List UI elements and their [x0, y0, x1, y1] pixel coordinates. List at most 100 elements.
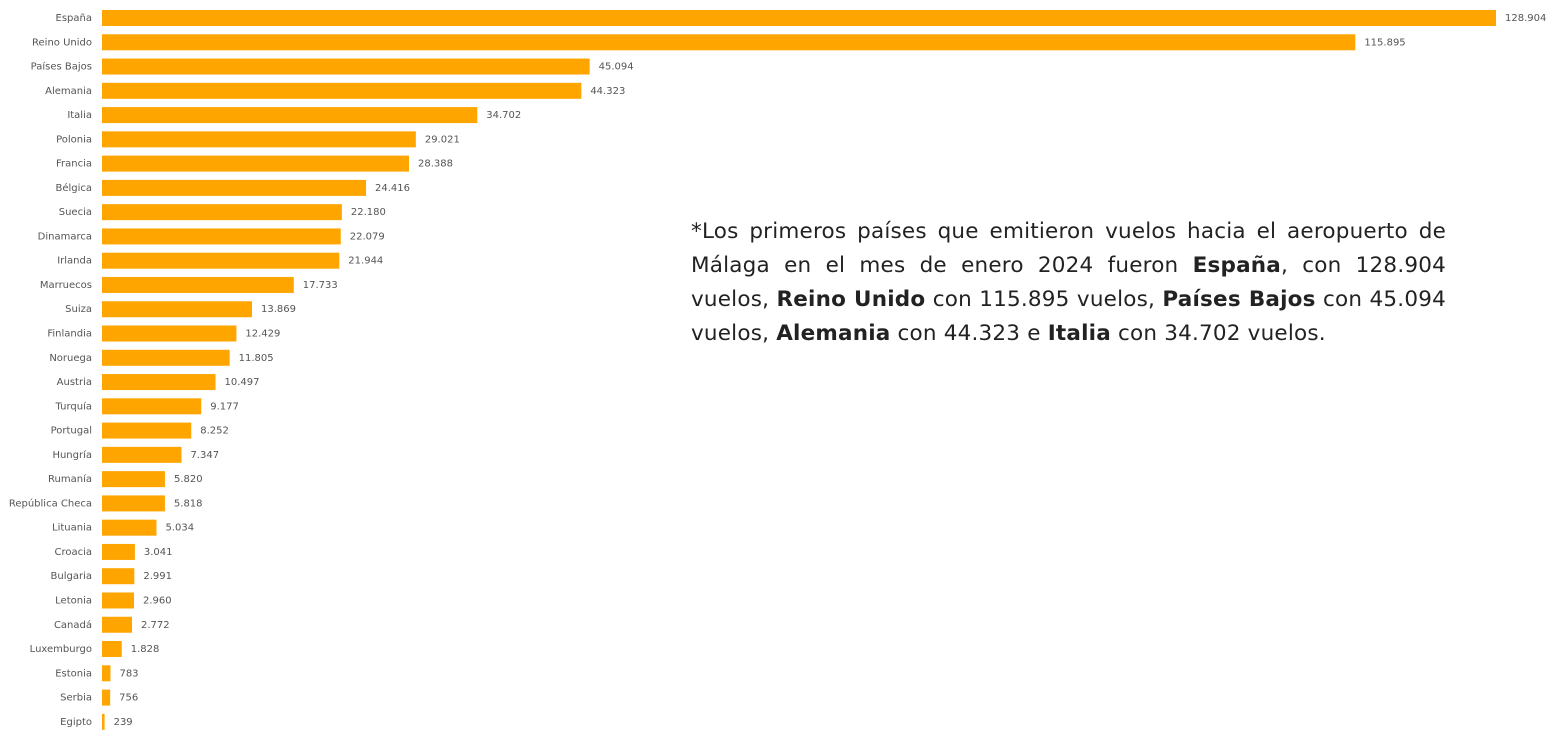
value-label: 22.079 [350, 231, 385, 242]
bar [102, 713, 105, 730]
category-label: Serbia [60, 693, 92, 704]
value-label: 9.177 [210, 401, 239, 412]
category-label: Reino Unido [32, 37, 92, 48]
category-label: Egipto [60, 717, 92, 728]
category-label: Bulgaria [51, 571, 92, 582]
annotation-text: *Los primeros países que emitieron vuelo… [691, 219, 1446, 278]
category-label: Lituania [52, 523, 92, 534]
category-label: Dinamarca [38, 231, 92, 242]
value-label: 12.429 [245, 329, 280, 340]
bar [102, 616, 132, 633]
bar [102, 179, 367, 196]
value-label: 783 [119, 668, 138, 679]
category-label: Francia [56, 159, 92, 170]
category-label: Estonia [55, 668, 92, 679]
value-label: 13.869 [261, 304, 296, 315]
annotation-text: con 34.702 vuelos. [1110, 321, 1326, 346]
value-label: 24.416 [375, 183, 410, 194]
bar [102, 82, 582, 99]
bar [102, 543, 135, 560]
bar [102, 58, 590, 75]
bar [102, 252, 340, 269]
value-label: 28.388 [418, 159, 453, 170]
category-label: Croacia [54, 547, 92, 558]
value-label: 1.828 [131, 644, 160, 655]
annotation-text: España [1192, 253, 1282, 278]
annotation-text: Alemania [776, 321, 891, 346]
category-label: Suecia [59, 207, 92, 218]
bar [102, 228, 341, 245]
category-label: Letonia [55, 595, 92, 606]
category-label: Hungría [52, 449, 92, 461]
category-label: Polonia [56, 134, 92, 145]
value-label: 45.094 [599, 62, 634, 73]
annotation-text: Reino Unido [776, 287, 926, 312]
value-label: 22.180 [351, 207, 386, 218]
annotation-text: Italia [1047, 321, 1111, 346]
bar [102, 471, 165, 488]
bar [102, 665, 111, 682]
value-label: 29.021 [425, 134, 460, 145]
category-label: Portugal [51, 426, 92, 437]
category-label: Suiza [65, 304, 92, 315]
bar [102, 422, 192, 439]
value-label: 7.347 [190, 450, 219, 461]
bar [102, 349, 230, 366]
annotation-text: con 115.895 vuelos, [925, 287, 1163, 312]
bar [102, 374, 216, 391]
value-label: 3.041 [144, 547, 173, 558]
value-label: 11.805 [239, 353, 274, 364]
bar [102, 10, 1496, 26]
annotation-text: con 45.094 vuelos, [691, 287, 1446, 346]
category-label: Italia [67, 110, 92, 121]
bar [102, 276, 294, 293]
annotation-text: , con 128.904 vuelos, [691, 253, 1446, 312]
value-label: 21.944 [348, 256, 383, 267]
value-label: 239 [114, 717, 133, 728]
bar [102, 398, 202, 415]
category-label: Noruega [49, 353, 92, 364]
bar [102, 495, 165, 512]
category-label: Turquía [55, 400, 92, 412]
bar [102, 592, 135, 609]
value-label: 44.323 [590, 86, 625, 97]
bar [102, 107, 478, 124]
value-label: 2.960 [143, 595, 172, 606]
category-label: Irlanda [57, 256, 92, 267]
category-label: República Checa [9, 497, 92, 509]
annotation: *Los primeros países que emitieron vuelo… [691, 215, 1446, 351]
value-label: 5.818 [174, 498, 203, 509]
category-label: Finlandia [47, 329, 92, 340]
category-label: Luxemburgo [30, 644, 92, 655]
value-label: 17.733 [303, 280, 338, 291]
category-label: Marruecos [40, 280, 92, 291]
value-label: 2.991 [143, 571, 172, 582]
value-label: 8.252 [200, 426, 229, 437]
annotation-text: con 44.323 e [890, 321, 1048, 346]
category-label: España [56, 13, 92, 24]
bar [102, 568, 135, 585]
annotation-text: Países Bajos [1162, 287, 1316, 312]
category-label: Alemania [45, 86, 92, 97]
bar [102, 446, 182, 463]
bar [102, 131, 416, 148]
value-label: 115.895 [1364, 37, 1405, 48]
bar [102, 301, 252, 318]
category-label: Países Bajos [31, 61, 92, 73]
bar [102, 689, 111, 706]
category-label: Canadá [54, 619, 92, 631]
category-label: Austria [57, 377, 92, 388]
bar [102, 34, 1356, 51]
value-label: 5.034 [165, 523, 194, 534]
value-label: 756 [119, 693, 138, 704]
bar [102, 325, 237, 342]
value-label: 5.820 [174, 474, 203, 485]
value-label: 128.904 [1505, 13, 1546, 24]
bar [102, 641, 122, 658]
category-label: Rumanía [48, 473, 92, 485]
bar [102, 519, 157, 536]
value-label: 10.497 [225, 377, 260, 388]
category-label: Bélgica [55, 182, 92, 194]
